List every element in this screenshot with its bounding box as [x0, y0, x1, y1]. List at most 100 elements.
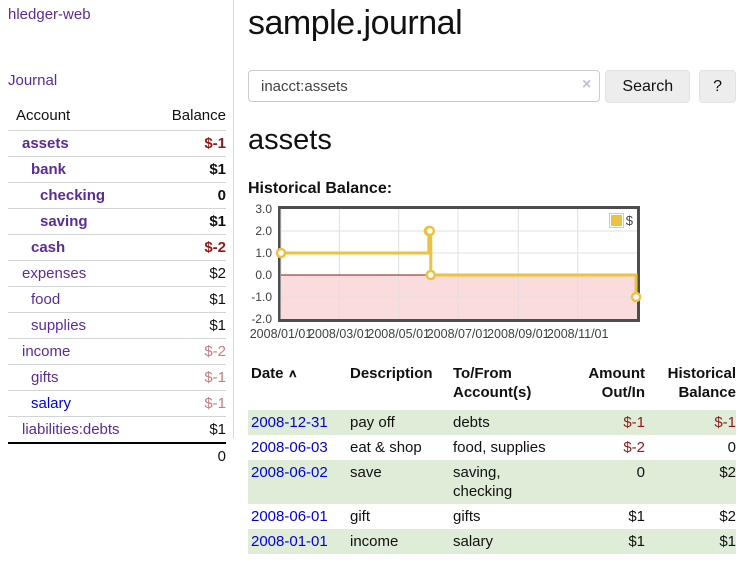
account-row: income $-2	[8, 338, 226, 365]
transaction-date-link[interactable]: 2008-06-03	[251, 439, 328, 456]
account-link-gifts[interactable]: gifts	[31, 369, 59, 386]
account-row: gifts $-1	[8, 364, 226, 391]
transaction-amount: $1	[628, 533, 645, 550]
account-balance: $1	[147, 208, 226, 235]
transaction-date-link[interactable]: 2008-12-31	[251, 414, 328, 431]
table-row: 2008-06-02 save saving, checking 0 $2	[248, 460, 736, 504]
table-row: 2008-06-03 eat & shop food, supplies $-2…	[248, 435, 736, 460]
y-axis-tick-label: 2.0	[255, 224, 272, 238]
y-axis-tick-label: 0.0	[255, 268, 272, 282]
account-row: food $1	[8, 286, 226, 313]
accounts-total: 0	[147, 442, 226, 469]
transaction-amount: $-1	[623, 414, 645, 431]
transaction-balance: $2	[719, 464, 736, 481]
table-row: 2008-06-01 gift gifts $1 $2	[248, 504, 736, 529]
search-button[interactable]: Search	[605, 70, 691, 103]
account-balance: $2	[147, 260, 226, 287]
chart-plot-area: $	[275, 206, 642, 322]
account-link-liabilities-debts[interactable]: liabilities:debts	[22, 421, 120, 438]
register-header-date[interactable]: Date ∧	[251, 365, 298, 382]
account-balance: $-1	[147, 364, 226, 391]
y-axis-tick-label: 1.0	[255, 246, 272, 260]
historical-balance-chart: $3.0 2.0 1.0 0.0 -1.0 -2.0 2008/01/01 2008/03/0…	[248, 202, 642, 342]
account-balance: $-2	[147, 338, 226, 365]
transaction-accounts: salary	[453, 533, 494, 550]
account-row: supplies $1	[8, 312, 226, 339]
transaction-amount: $-2	[623, 439, 645, 456]
transaction-description: save	[350, 464, 382, 481]
transaction-balance: $-1	[714, 414, 736, 431]
y-axis-tick-label: -2.0	[251, 312, 272, 326]
transaction-accounts: food, supplies	[453, 439, 546, 456]
register-header-accounts: To/From Account(s)	[453, 365, 532, 401]
help-button[interactable]: ?	[699, 70, 736, 103]
sidebar-item-journal[interactable]: Journal	[8, 72, 58, 89]
transaction-date-link[interactable]: 2008-06-02	[251, 464, 328, 481]
account-link-saving[interactable]: saving	[40, 213, 88, 230]
y-axis-tick-label: -1.0	[251, 290, 272, 304]
account-row: salary $-1	[8, 390, 226, 417]
transaction-accounts: gifts	[453, 508, 481, 525]
x-axis-tick-label: 2008/11/01	[546, 327, 609, 341]
sort-ascending-icon: ∧	[287, 366, 298, 380]
transaction-balance: $1	[719, 533, 736, 550]
account-balance: $1	[147, 286, 226, 313]
page-title: sample.journal	[248, 4, 463, 42]
transaction-description: eat & shop	[350, 439, 422, 456]
account-link-assets[interactable]: assets	[22, 135, 69, 152]
main-content: sample.journal × Search ? assets Histori…	[248, 0, 736, 554]
account-link-cash[interactable]: cash	[31, 239, 66, 256]
table-row: 2008-12-31 pay off debts $-1 $-1	[248, 410, 736, 435]
account-link-supplies[interactable]: supplies	[31, 317, 87, 334]
x-axis-tick-label: 2008/01/01	[249, 327, 313, 341]
sidebar-divider	[233, 0, 234, 438]
transaction-description: gift	[350, 508, 371, 525]
transaction-balance: 0	[727, 439, 736, 456]
transaction-amount: $1	[628, 508, 645, 525]
account-link-expenses[interactable]: expenses	[22, 265, 87, 282]
app-title-link[interactable]: hledger-web	[8, 6, 91, 23]
account-row: assets $-1	[8, 130, 226, 157]
account-balance: $-1	[147, 130, 226, 157]
account-row: checking 0	[8, 182, 226, 209]
account-balance: $-2	[147, 234, 226, 261]
y-axis-tick-label: 3.0	[255, 202, 272, 216]
account-link-food[interactable]: food	[31, 291, 61, 308]
x-axis-tick-label: 2008/09/01	[487, 327, 550, 341]
register-header-amount: Amount Out/In	[588, 365, 645, 401]
accounts-total-row: 0	[8, 442, 226, 469]
account-balance: $-1	[147, 390, 226, 417]
search-form: × Search ?	[248, 70, 736, 103]
transaction-date-link[interactable]: 2008-01-01	[251, 533, 328, 550]
accounts-header-balance: Balance	[147, 105, 226, 131]
transaction-description: income	[350, 533, 399, 550]
table-row: 2008-01-01 income salary $1 $1	[248, 529, 736, 554]
account-row: saving $1	[8, 208, 226, 235]
account-balance: 0	[147, 182, 226, 209]
chart-legend: $	[608, 213, 633, 228]
chart-title: Historical Balance:	[248, 180, 393, 197]
account-row: liabilities:debts $1	[8, 416, 226, 443]
accounts-header-account: Account	[8, 105, 148, 131]
account-link-salary[interactable]: salary	[31, 395, 72, 412]
x-axis-tick-label: 2008/03/01	[308, 327, 371, 341]
account-balance: $1	[147, 312, 226, 339]
account-row: cash $-2	[8, 234, 226, 261]
account-balance: $1	[147, 416, 226, 443]
transaction-accounts: debts	[453, 414, 490, 431]
search-input[interactable]	[248, 70, 601, 102]
register-table: Date ∧ Description To/From Account(s) Am…	[248, 364, 736, 554]
transaction-accounts: saving, checking	[453, 464, 513, 500]
register-header-description: Description	[350, 365, 433, 382]
account-link-bank[interactable]: bank	[31, 161, 67, 178]
transaction-date-link[interactable]: 2008-06-01	[251, 508, 328, 525]
legend-label: $	[625, 213, 633, 228]
x-axis-tick-label: 2008/05/01	[367, 327, 430, 341]
account-link-income[interactable]: income	[22, 343, 71, 360]
account-row: expenses $2	[8, 260, 226, 287]
legend-swatch-icon	[608, 213, 624, 228]
account-link-checking[interactable]: checking	[40, 187, 106, 204]
account-balance: $1	[147, 156, 226, 183]
clear-search-icon[interactable]: ×	[582, 76, 592, 93]
